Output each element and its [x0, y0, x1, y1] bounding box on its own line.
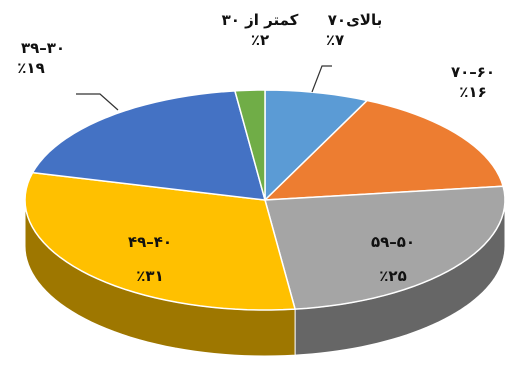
- slice-percent-label: ٪۲۵: [379, 267, 407, 285]
- slice-label-above-70: بالای۷۰ ٪۷: [300, 10, 410, 50]
- slice-label-50-59: ۵۹–۵۰ ٪۲۵: [358, 232, 428, 286]
- slice-label-60-70: ۷۰–۶۰ ٪۱۶: [438, 62, 508, 102]
- pie-slice-4: [31, 90, 266, 201]
- slice-label-40-49: ۴۹–۴۰ ٪۳۱: [110, 232, 190, 286]
- pie-slice-1: [264, 99, 504, 201]
- pie-slice-5: [234, 89, 266, 201]
- pie-slice-2: [264, 185, 506, 310]
- slice-percent-label: ٪۲: [250, 31, 270, 49]
- slice-category-label: کمتر از ۳۰: [221, 11, 299, 29]
- pie-slice-3: [24, 171, 296, 311]
- slice-category-label: ۳۹–۳۰: [20, 39, 66, 57]
- pie-slices: [24, 89, 506, 311]
- slice-category-label: ۴۹–۴۰: [127, 233, 173, 251]
- slice-category-label: بالای۷۰: [327, 11, 383, 29]
- slice-label-30-39: ۳۹–۳۰ ٪۱۹: [4, 38, 82, 78]
- slice-category-label: ۷۰–۶۰: [450, 63, 496, 81]
- slice-percent-label: ٪۱۹: [17, 59, 45, 77]
- slice-percent-label: ٪۷: [325, 31, 345, 49]
- slice-category-label: ۵۹–۵۰: [370, 233, 416, 251]
- leader-lines: [76, 65, 332, 111]
- slice-label-under-30: کمتر از ۳۰ ٪۲: [212, 10, 308, 50]
- leader-line-1: [76, 93, 119, 111]
- leader-line-0: [311, 65, 332, 93]
- slice-percent-label: ٪۱۶: [459, 83, 487, 101]
- slice-percent-label: ٪۳۱: [136, 267, 164, 285]
- pie-slice-0: [264, 89, 368, 201]
